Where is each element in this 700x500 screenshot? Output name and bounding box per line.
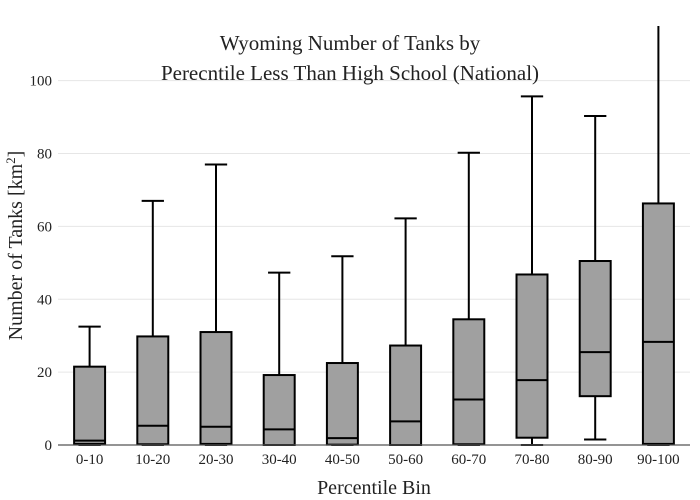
box-0-10 xyxy=(73,325,107,446)
iqr-box xyxy=(452,318,486,446)
title-layer: Wyoming Number of Tanks by Perecntile Les… xyxy=(161,31,539,85)
x-tick-label: 90-100 xyxy=(637,452,680,468)
iqr-box xyxy=(578,260,612,398)
iqr-box xyxy=(389,344,423,447)
axis-layer: 0 20 40 60 80 100 0-10 10-20 20-30 30-40 40-50 50-6… xyxy=(3,74,690,499)
iqr-box xyxy=(515,273,549,439)
iqr-box xyxy=(325,362,359,446)
x-tick-label: 50-60 xyxy=(388,452,423,468)
y-tick-label: 0 xyxy=(45,438,53,454)
x-tick-label: 80-90 xyxy=(578,452,613,468)
x-tick-label: 30-40 xyxy=(262,452,297,468)
x-tick-label: 0-10 xyxy=(76,452,104,468)
box-10-20 xyxy=(136,199,170,446)
iqr-box xyxy=(641,202,675,445)
box-80-90 xyxy=(578,114,612,441)
iqr-box xyxy=(262,374,296,447)
x-tick-label: 70-80 xyxy=(515,452,550,468)
box-40-50 xyxy=(325,255,359,446)
box-50-60 xyxy=(389,217,423,447)
box-70-80 xyxy=(515,95,549,446)
iqr-box xyxy=(199,331,233,445)
x-tick-label: 20-30 xyxy=(199,452,234,468)
iqr-box xyxy=(136,335,170,446)
box-60-70 xyxy=(452,151,486,446)
y-tick-label: 80 xyxy=(37,147,52,163)
iqr-box xyxy=(73,365,107,445)
box-90-100 xyxy=(641,26,675,446)
chart-title-line: Perecntile Less Than High School (Nation… xyxy=(161,61,539,85)
y-tick-label: 40 xyxy=(37,292,52,308)
x-tick-label: 10-20 xyxy=(135,452,170,468)
box-20-30 xyxy=(199,163,233,446)
box-layer xyxy=(73,26,675,447)
x-tick-label: 40-50 xyxy=(325,452,360,468)
y-axis-title: Number of Tanks [km2] xyxy=(3,151,27,341)
y-tick-label: 20 xyxy=(37,365,52,381)
y-tick-label: 100 xyxy=(30,74,53,90)
box-30-40 xyxy=(262,271,296,447)
x-tick-label: 60-70 xyxy=(451,452,486,468)
y-tick-label: 60 xyxy=(37,219,52,235)
chart-title-line: Wyoming Number of Tanks by xyxy=(220,31,481,55)
x-axis-title: Percentile Bin xyxy=(317,477,431,499)
